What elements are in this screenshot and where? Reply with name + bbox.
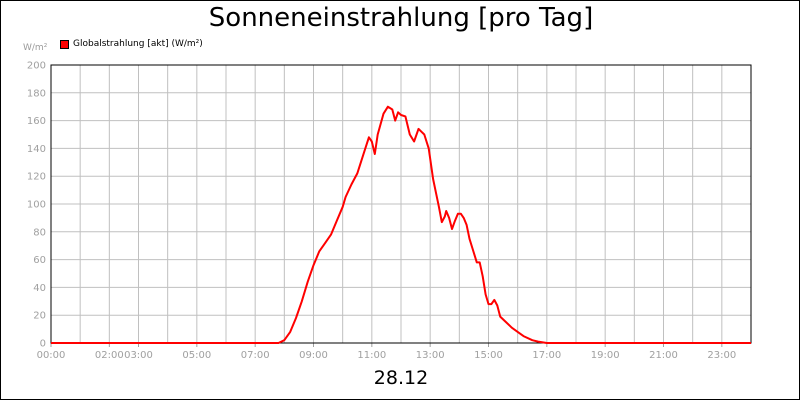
- x-tick-label: 05:00: [182, 350, 211, 361]
- date-label: 28.12: [373, 367, 429, 389]
- x-tick-label: 03:00: [124, 350, 153, 361]
- y-tick-label: 60: [33, 255, 46, 266]
- x-tick-label: 15:00: [474, 350, 503, 361]
- legend-label: Globalstrahlung [akt] (W/m²): [73, 39, 203, 49]
- x-tick-label: 13:00: [416, 350, 445, 361]
- x-tick-label: 09:00: [299, 350, 328, 361]
- y-tick-label: 100: [27, 200, 46, 211]
- x-tick-label: 21:00: [649, 350, 678, 361]
- y-axis-unit-label: W/m²: [23, 43, 48, 53]
- y-tick-label: 140: [27, 144, 46, 155]
- plot-frame: [50, 64, 752, 344]
- x-tick-label: 07:00: [241, 350, 270, 361]
- x-tick-label: 00:00: [37, 350, 66, 361]
- y-tick-label: 0: [40, 339, 46, 350]
- y-tick-label: 40: [33, 283, 46, 294]
- y-tick-label: 20: [33, 311, 46, 322]
- legend-swatch: [60, 39, 69, 49]
- chart-title: Sonneneinstrahlung [pro Tag]: [208, 3, 594, 33]
- y-tick-label: 80: [33, 227, 46, 238]
- x-tick-label: 17:00: [532, 350, 561, 361]
- series-line: [51, 105, 751, 344]
- y-tick-label: 200: [27, 61, 46, 72]
- legend: Globalstrahlung [akt] (W/m²): [60, 39, 203, 49]
- y-tick-label: 160: [27, 116, 46, 127]
- x-tick-label: 19:00: [591, 350, 620, 361]
- x-tick-label: 23:00: [707, 350, 736, 361]
- y-tick-label: 180: [27, 88, 46, 99]
- x-tick-label: 11:00: [357, 350, 386, 361]
- x-tick-label: 02:00: [95, 350, 124, 361]
- y-tick-label: 120: [27, 172, 46, 183]
